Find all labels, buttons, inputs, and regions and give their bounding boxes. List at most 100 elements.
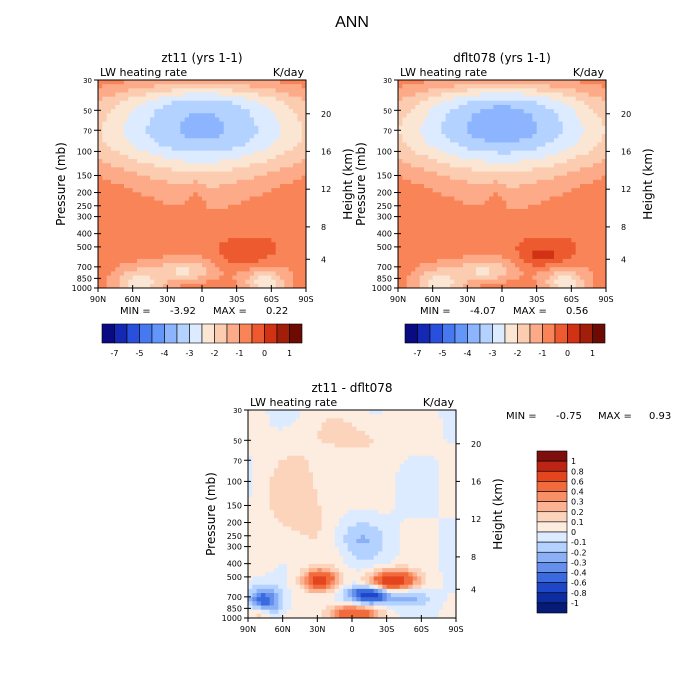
heatmap-cell	[554, 225, 559, 231]
heatmap-cell	[584, 80, 590, 85]
heatmap-cell	[463, 88, 468, 93]
heatmap-cell	[241, 204, 246, 210]
heatmap-cell	[141, 225, 147, 231]
heatmap-cell	[228, 129, 233, 135]
heatmap-cell	[571, 109, 577, 114]
heatmap-cell	[275, 163, 281, 168]
heatmap-cell	[562, 213, 568, 218]
heatmap-cell	[584, 275, 590, 281]
heatmap-cell	[562, 279, 568, 285]
heatmap-cell	[545, 196, 551, 202]
heatmap-cell	[467, 175, 473, 181]
heatmap-cell	[111, 267, 116, 272]
heatmap-cell	[562, 96, 568, 102]
heatmap-cell	[402, 150, 408, 156]
heatmap-cell	[249, 88, 255, 93]
heatmap-cell	[115, 254, 121, 260]
heatmap-cell	[258, 163, 264, 168]
heatmap-cell	[519, 134, 525, 139]
heatmap-cell	[415, 279, 421, 285]
heatmap-cell	[493, 113, 499, 118]
heatmap-cell	[458, 250, 464, 256]
heatmap-cell	[463, 213, 468, 218]
heatmap-cell	[206, 225, 212, 231]
heatmap-cell	[249, 84, 255, 89]
heatmap-cell	[245, 113, 251, 118]
heatmap-cell	[228, 96, 233, 102]
heatmap-cell	[288, 117, 294, 122]
heatmap-cell	[171, 275, 177, 281]
heatmap-cell	[506, 275, 512, 281]
heatmap-cell	[463, 229, 468, 235]
heatmap-cell	[293, 138, 298, 143]
heatmap-cell	[528, 163, 533, 168]
heatmap-cell	[280, 92, 285, 98]
heatmap-cell	[515, 250, 520, 256]
heatmap-cell	[476, 167, 481, 172]
heatmap-cell	[184, 175, 190, 181]
heatmap-cell	[601, 159, 607, 164]
heatmap-cell	[223, 221, 229, 226]
heatmap-cell	[545, 221, 551, 226]
heatmap-cell	[601, 138, 607, 143]
heatmap-cell	[584, 88, 590, 93]
heatmap-cell	[476, 121, 481, 127]
heatmap-cell	[128, 263, 134, 268]
heatmap-cell	[541, 104, 546, 110]
heatmap-cell	[532, 283, 538, 289]
heatmap-cell	[493, 233, 499, 239]
heatmap-cell	[445, 258, 451, 264]
heatmap-cell	[597, 196, 603, 202]
heatmap-cell	[411, 204, 416, 210]
heatmap-cell	[132, 125, 138, 131]
heatmap-cell	[193, 263, 199, 268]
heatmap-cell	[549, 96, 555, 102]
heatmap-cell	[458, 146, 464, 152]
heatmap-cell	[571, 163, 577, 168]
max-value: 0.22	[266, 306, 288, 317]
heatmap-cell	[601, 250, 607, 256]
heatmap-cell	[219, 113, 225, 118]
heatmap-cell	[549, 233, 555, 239]
heatmap-cell	[197, 150, 203, 156]
heatmap-cell	[506, 200, 512, 206]
heatmap-cell	[132, 233, 138, 239]
heatmap-cell	[532, 179, 538, 185]
heatmap-cell	[115, 109, 121, 114]
heatmap-cell	[554, 196, 559, 202]
heatmap-cell	[180, 96, 186, 102]
heatmap-cell	[515, 159, 520, 164]
heatmap-cell	[145, 175, 151, 181]
heatmap-cell	[406, 267, 412, 272]
heatmap-cell	[254, 125, 259, 131]
heatmap-cell	[471, 196, 477, 202]
heatmap-cell	[580, 196, 585, 202]
heatmap-cell	[471, 229, 477, 235]
heatmap-cell	[158, 171, 164, 177]
heatmap-cell	[484, 213, 490, 218]
heatmap-cell	[189, 80, 194, 85]
heatmap-cell	[197, 113, 203, 118]
heatmap-cell	[98, 129, 103, 135]
heatmap-cell	[284, 138, 290, 143]
heatmap-cell	[471, 200, 477, 206]
heatmap-cell	[467, 250, 473, 256]
heatmap-cell	[536, 188, 542, 193]
heatmap-cell	[541, 254, 546, 260]
heatmap-cell	[523, 134, 529, 139]
heatmap-cell	[424, 213, 429, 218]
heatmap-cell	[262, 271, 268, 276]
heatmap-cell	[223, 225, 229, 231]
heatmap-cell	[597, 246, 603, 251]
heatmap-cell	[258, 250, 264, 256]
heatmap-cell	[584, 263, 590, 268]
heatmap-cell	[484, 113, 490, 118]
heatmap-cell	[171, 109, 177, 114]
heatmap-cell	[398, 146, 403, 152]
heatmap-cell	[484, 171, 490, 177]
heatmap-cell	[271, 84, 277, 89]
heatmap-cell	[111, 271, 116, 276]
heatmap-cell	[150, 167, 155, 172]
heatmap-cell	[554, 192, 559, 197]
heatmap-cell	[249, 150, 255, 156]
